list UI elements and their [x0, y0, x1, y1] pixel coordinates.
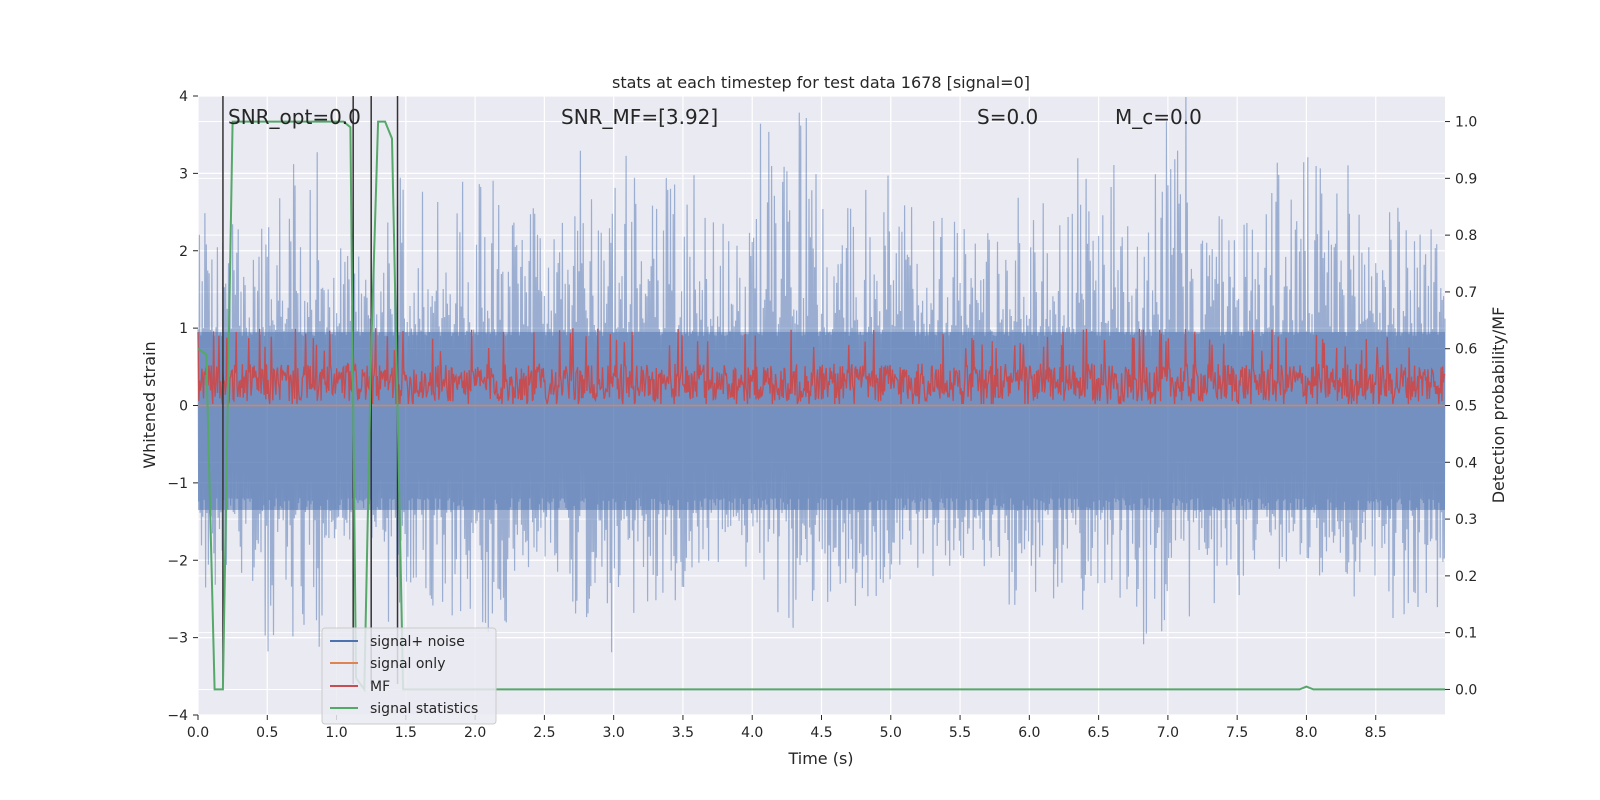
- y2-tick-label: 0.1: [1455, 626, 1477, 642]
- y-tick-label: −2: [167, 553, 188, 569]
- y2-tick-label: 0.9: [1455, 171, 1477, 187]
- x-tick-label: 7.5: [1226, 725, 1248, 741]
- y-ticks: 4 3 2 1 0 −1 −2 −3 −4: [167, 89, 198, 724]
- x-tick-label: 6.0: [1018, 725, 1040, 741]
- x-tick-label: 3.5: [672, 725, 694, 741]
- legend-label-mf: MF: [370, 679, 390, 695]
- mf-series: [197, 328, 1446, 405]
- y2-tick-label: 0.4: [1455, 455, 1477, 471]
- y2-tick-label: 0.0: [1455, 682, 1477, 698]
- x-tick-label: 4.0: [741, 725, 763, 741]
- x-tick-label: 7.0: [1157, 725, 1179, 741]
- y2-tick-label: 0.8: [1455, 228, 1477, 244]
- x-tick-label: 0.0: [187, 725, 209, 741]
- x-tick-label: 2.0: [464, 725, 486, 741]
- x-tick-label: 5.0: [880, 725, 902, 741]
- noise-series: [197, 96, 1446, 653]
- y2-tick-label: 0.7: [1455, 285, 1477, 301]
- y-tick-label: −3: [167, 631, 188, 647]
- y-tick-label: −4: [167, 708, 188, 724]
- legend-label-signal-only: signal only: [370, 656, 445, 672]
- annotation-snr-opt: SNR_opt=0.0: [228, 105, 361, 129]
- y-tick-label: 0: [179, 399, 188, 415]
- y2-tick-label: 0.6: [1455, 342, 1477, 358]
- y-tick-label: 1: [179, 321, 188, 337]
- y2-axis-label: Detection probability/MF: [1489, 307, 1508, 504]
- legend-label-signal-statistics: signal statistics: [370, 701, 478, 717]
- x-ticks: 0.0 0.5 1.0 1.5 2.0 2.5 3.0 3.5 4.0 4.5 5.0 5.5 6.0 6…: [187, 715, 1387, 741]
- legend: signal+ noise signal only MF signal stat…: [321, 627, 497, 725]
- x-tick-label: 1.0: [325, 725, 347, 741]
- annotation-s: S=0.0: [977, 105, 1038, 129]
- chart-title: stats at each timestep for test data 167…: [612, 73, 1030, 92]
- signal-noise-band: [198, 331, 1445, 510]
- y-tick-label: 4: [179, 89, 188, 105]
- signal-statistics-series: [197, 120, 1445, 693]
- x-tick-label: 6.5: [1087, 725, 1109, 741]
- annotation-snr-mf: SNR_MF=[3.92]: [561, 105, 718, 129]
- y-axis-label: Whitened strain: [140, 341, 159, 468]
- y-tick-label: 2: [179, 244, 188, 260]
- x-tick-label: 0.5: [256, 725, 278, 741]
- legend-box: [321, 627, 497, 725]
- y-tick-label: −1: [167, 476, 188, 492]
- y2-tick-label: 1.0: [1455, 115, 1477, 131]
- x-tick-label: 2.5: [533, 725, 555, 741]
- legend-label-signal-noise: signal+ noise: [370, 634, 465, 650]
- x-axis-label: Time (s): [787, 749, 853, 768]
- mf-line: [197, 328, 1446, 405]
- x-tick-label: 5.5: [949, 725, 971, 741]
- x-tick-label: 1.5: [395, 725, 417, 741]
- x-tick-label: 8.5: [1365, 725, 1387, 741]
- y2-ticks: 1.0 0.9 0.8 0.7 0.6 0.5 0.4 0.3 0.2 0.1 0.0: [1445, 115, 1477, 698]
- x-tick-label: 3.0: [603, 725, 625, 741]
- y2-tick-label: 0.2: [1455, 569, 1477, 585]
- y-tick-label: 3: [179, 166, 188, 182]
- y2-tick-label: 0.3: [1455, 512, 1477, 528]
- x-tick-label: 8.0: [1295, 725, 1317, 741]
- y2-tick-label: 0.5: [1455, 399, 1477, 415]
- annotations: SNR_opt=0.0 SNR_MF=[3.92] S=0.0 M_c=0.0: [228, 105, 1202, 129]
- signal-statistics-line: [197, 120, 1445, 693]
- annotation-mc: M_c=0.0: [1115, 105, 1202, 129]
- x-tick-label: 4.5: [810, 725, 832, 741]
